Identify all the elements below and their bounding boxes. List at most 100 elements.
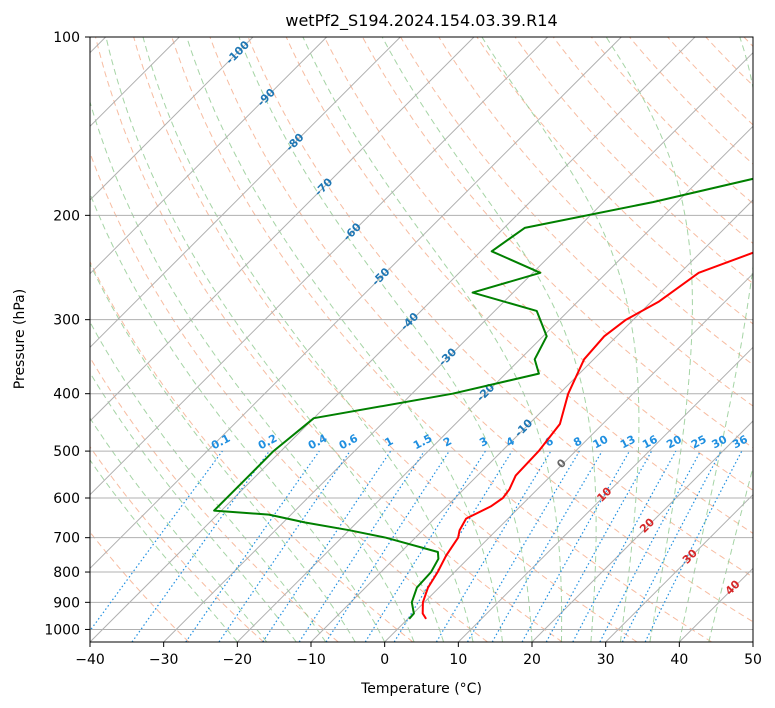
mixing-ratio-line <box>545 450 653 642</box>
dry-adiabat-line <box>90 445 264 642</box>
mixing-ratio-label: 0.1 <box>209 432 232 453</box>
mixing-ratio-line <box>393 450 513 642</box>
mixing-ratio-label: 0.4 <box>306 432 330 453</box>
mixing-ratio-label: 16 <box>640 433 660 452</box>
isotherm-line <box>236 125 753 642</box>
mixing-ratio-label: 10 <box>591 433 611 452</box>
mixing-ratio-label: 1.5 <box>411 432 434 453</box>
isotherm-label: 20 <box>637 515 657 535</box>
moist-adiabat-line <box>678 37 753 642</box>
x-tick-label: 10 <box>449 652 467 668</box>
y-tick-label: 900 <box>53 595 80 611</box>
isotherm-line <box>531 420 753 642</box>
dry-adiabat-line <box>90 260 414 642</box>
y-tick-label: 700 <box>53 531 80 547</box>
mixing-ratio-label: 20 <box>664 433 684 452</box>
mixing-ratio-label: 13 <box>618 433 638 452</box>
moist-adiabat-line <box>105 37 445 642</box>
x-tick-label: 40 <box>670 652 688 668</box>
dry-adiabat-line <box>667 37 753 126</box>
mixing-ratio-line <box>218 450 351 642</box>
isotherm-line <box>605 493 753 642</box>
isotherm-line <box>90 37 622 570</box>
isotherm-line <box>90 37 401 349</box>
isotherm-label: -10 <box>512 416 535 439</box>
isotherm-label: 30 <box>680 546 700 566</box>
dry-adiabat-line <box>438 37 753 366</box>
isotherm-label: -30 <box>436 345 459 368</box>
y-tick-label: 400 <box>53 387 80 403</box>
mixing-ratio-line <box>131 450 270 642</box>
moist-adiabat-line <box>90 100 415 642</box>
moist-adiabat-line <box>481 37 640 642</box>
y-tick-label: 1000 <box>44 622 80 638</box>
x-tick-label: 0 <box>380 652 389 668</box>
moist-adiabat-line <box>381 37 597 642</box>
y-tick-label: 800 <box>53 565 80 581</box>
isotherm-line <box>384 272 753 642</box>
y-tick-label: 600 <box>53 491 80 507</box>
moist-adiabat-line <box>238 37 533 642</box>
sounding-traces <box>213 177 753 620</box>
x-axis: −40 −30 −20 −10 0 10 20 30 40 50 <box>75 642 762 668</box>
moist-adiabat-line <box>90 459 238 642</box>
mixing-ratio-label: 36 <box>730 433 750 452</box>
isotherm-label: 10 <box>594 484 614 504</box>
x-tick-label: −20 <box>223 652 253 668</box>
moist-adiabat-line <box>142 37 474 642</box>
x-tick-label: 30 <box>597 652 615 668</box>
plot-frame <box>89 36 754 643</box>
dry-adiabat-line <box>743 37 753 48</box>
isotherm-line <box>752 641 753 642</box>
isotherm-line <box>310 199 753 642</box>
dry-adiabat-line <box>590 37 753 205</box>
x-tick-label: −30 <box>149 652 179 668</box>
mixing-ratio-label: 1 <box>383 434 396 449</box>
isotherm-line <box>90 37 254 201</box>
x-tick-label: 20 <box>523 652 541 668</box>
y-axis: 100 200 300 400 500 600 700 800 900 1000 <box>44 30 90 638</box>
y-tick-label: 300 <box>53 313 80 329</box>
dry-adiabat-line <box>552 37 753 245</box>
background-lines <box>90 37 753 642</box>
x-axis-label: Temperature (°C) <box>360 681 482 697</box>
mixing-ratio-line <box>521 450 631 642</box>
mixing-ratio-label: 25 <box>689 433 709 452</box>
chart-title: wetPf2_S194.2024.154.03.39.R14 <box>285 11 557 31</box>
y-tick-label: 200 <box>53 208 80 224</box>
moist-adiabat-line <box>708 465 753 642</box>
mixing-ratio-line <box>572 450 677 642</box>
dry-adiabat-line <box>209 37 753 623</box>
moist-adiabat-line <box>302 37 563 642</box>
isotherm-line <box>90 37 696 642</box>
dry-adiabat-line <box>133 37 638 642</box>
moist-adiabat-line <box>186 37 503 642</box>
mixing-ratio-line <box>325 450 450 642</box>
y-tick-label: 100 <box>53 30 80 46</box>
isotherm-line <box>90 37 475 422</box>
dry-adiabat-line <box>90 531 190 642</box>
mixing-ratio-label: 8 <box>571 434 584 449</box>
mixing-ratio-line <box>466 450 580 642</box>
moist-adiabat-line <box>605 37 693 642</box>
x-tick-label: −10 <box>296 652 326 668</box>
dry-adiabat-line <box>90 356 339 642</box>
moist-adiabat-line <box>90 262 356 642</box>
isotherm-label: 40 <box>723 577 743 597</box>
line-labels: 0.1 0.2 0.4 0.6 1 1.5 2 3 4 6 8 10 13 16 20 25 30 36-100-… <box>209 38 750 598</box>
mixing-ratio-line <box>90 450 223 632</box>
mixing-ratio-label: 30 <box>710 433 730 452</box>
temperature-line <box>421 251 753 620</box>
x-tick-label: 50 <box>744 652 762 668</box>
y-axis-label: Pressure (hPa) <box>12 289 28 389</box>
x-tick-label: −40 <box>75 652 105 668</box>
isotherm-line <box>90 37 328 275</box>
dry-adiabat-line <box>95 37 563 642</box>
dry-adiabat-line <box>705 37 753 87</box>
dry-adiabat-line <box>514 37 753 285</box>
dry-adiabat-line <box>285 37 753 534</box>
moist-adiabat-line <box>90 371 297 642</box>
isotherm-line <box>457 346 753 642</box>
dry-adiabat-line <box>247 37 753 578</box>
isotherm-label: 0 <box>554 456 569 471</box>
